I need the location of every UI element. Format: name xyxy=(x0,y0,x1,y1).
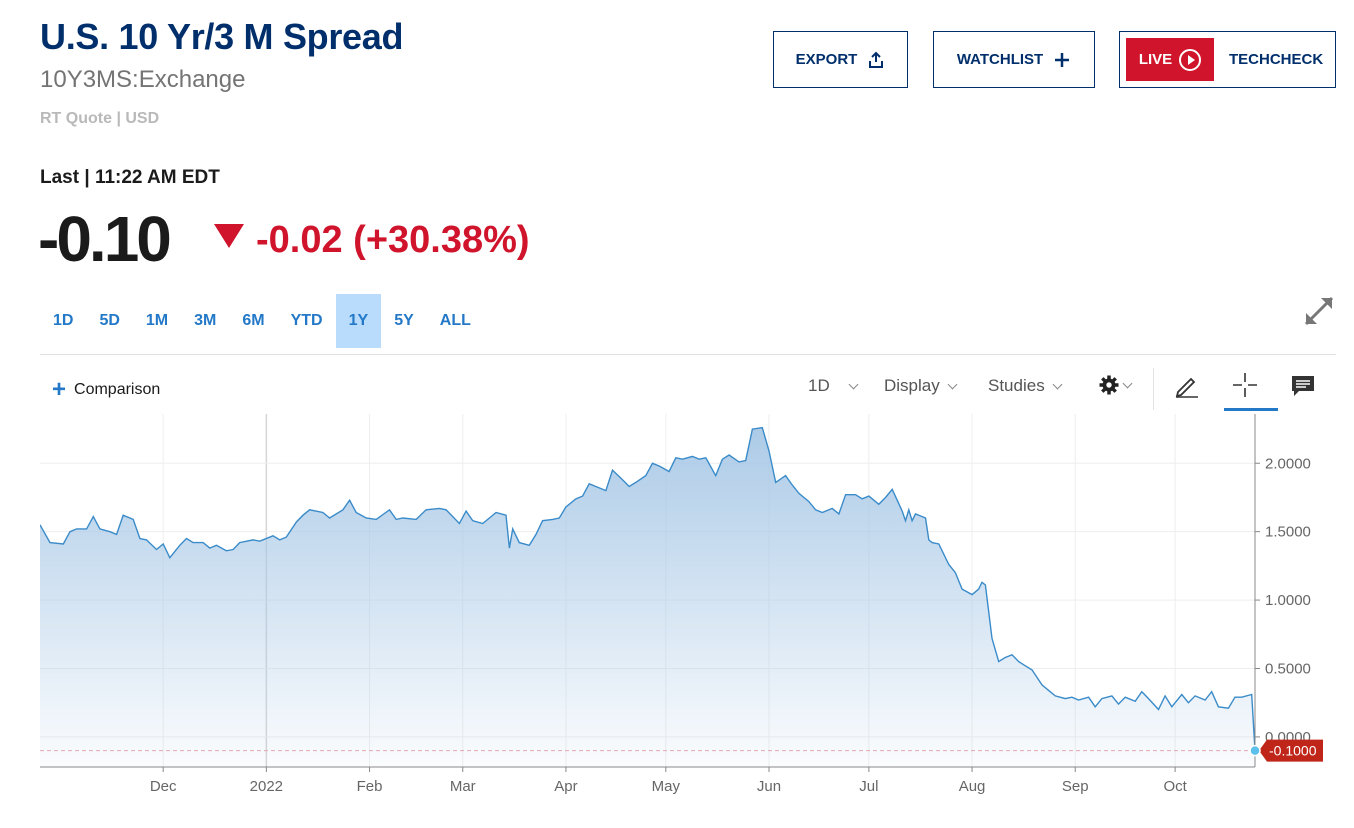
comment-icon[interactable] xyxy=(1290,372,1316,398)
x-tick-label: Mar xyxy=(450,778,476,795)
last-label: Last | 11:22 AM EDT xyxy=(40,167,220,188)
last-value-tag-bg xyxy=(1259,739,1323,762)
live-label: LIVE xyxy=(1138,51,1173,68)
studies-label: Studies xyxy=(988,376,1045,395)
page-title: U.S. 10 Yr/3 M Spread xyxy=(40,16,404,57)
range-tab-1d[interactable]: 1D xyxy=(53,312,74,329)
expand-icon[interactable] xyxy=(1302,294,1336,328)
last-value-tag: -0.1000 xyxy=(1249,739,1323,762)
x-tick-label: Oct xyxy=(1163,778,1187,795)
studies-menu[interactable]: Studies xyxy=(988,376,1063,396)
divider xyxy=(40,354,1336,355)
x-axis-ticks: Dec 2022 Feb Mar Apr May Jun Jul Aug Sep Oct xyxy=(150,767,1188,795)
range-tab-5d[interactable]: 5D xyxy=(99,312,120,329)
x-tick-label: Aug xyxy=(959,778,986,795)
y-tick-label: 0.5000 xyxy=(1265,660,1311,677)
interval-select[interactable]: 1D xyxy=(808,376,859,396)
crosshair-icon[interactable] xyxy=(1232,372,1258,398)
x-tick-label: Feb xyxy=(357,778,383,795)
plus-icon xyxy=(1055,52,1070,67)
series-line xyxy=(40,426,1256,751)
last-value-tag-text: -0.1000 xyxy=(1269,743,1317,759)
toolbar-separator xyxy=(1153,368,1154,410)
active-tool-indicator xyxy=(1224,408,1278,411)
plus-icon: + xyxy=(52,376,67,403)
series-area xyxy=(40,427,1255,767)
chevron-down-icon xyxy=(1052,379,1063,390)
range-tab-5y[interactable]: 5Y xyxy=(394,312,414,329)
x-tick-label: May xyxy=(652,778,681,795)
settings-menu[interactable] xyxy=(1098,374,1133,396)
x-tick-label: Jun xyxy=(757,778,781,795)
pencil-icon[interactable] xyxy=(1174,372,1200,398)
chevron-down-icon xyxy=(848,379,859,390)
watchlist-label: WATCHLIST xyxy=(956,51,1044,68)
quote-meta: RT Quote | USD xyxy=(40,110,160,127)
chevron-down-icon xyxy=(1122,378,1133,389)
x-tick-label: Apr xyxy=(554,778,577,795)
last-value: -0.10 xyxy=(38,203,172,275)
chevron-down-icon xyxy=(947,379,958,390)
comparison-button[interactable]: + Comparison xyxy=(52,376,161,403)
down-arrow-icon xyxy=(214,224,244,248)
y-tick-label: 1.0000 xyxy=(1265,592,1311,609)
display-menu[interactable]: Display xyxy=(884,376,958,396)
symbol-label: 10Y3MS:Exchange xyxy=(40,66,246,93)
range-tab-1y[interactable]: 1Y xyxy=(335,294,382,348)
x-tick-label: Jul xyxy=(859,778,878,795)
y-tick-label: 1.5000 xyxy=(1265,524,1311,541)
live-techcheck-button[interactable]: LIVE TECHCHECK xyxy=(1119,31,1336,88)
x-tick-label: 2022 xyxy=(250,778,283,795)
comparison-label: Comparison xyxy=(74,381,161,398)
range-tabs: 1D 5D 1M 3M 6M YTD 1Y 5Y ALL xyxy=(40,294,484,348)
y-tick-label: 2.0000 xyxy=(1265,455,1311,472)
spread-chart[interactable]: Dec 2022 Feb Mar Apr May Jun Jul Aug Sep Oct 2.000… xyxy=(40,414,1336,814)
range-tab-ytd[interactable]: YTD xyxy=(290,312,323,329)
play-circle-icon xyxy=(1179,48,1202,71)
range-tab-3m[interactable]: 3M xyxy=(194,312,217,329)
change-text: -0.02 (+30.38%) xyxy=(256,219,530,261)
gear-icon xyxy=(1099,375,1119,395)
export-label: EXPORT xyxy=(795,51,858,68)
live-badge: LIVE xyxy=(1126,38,1214,81)
x-tick-label: Sep xyxy=(1062,778,1089,795)
last-value-dot xyxy=(1249,744,1261,757)
watchlist-button[interactable]: WATCHLIST xyxy=(933,31,1095,88)
interval-label: 1D xyxy=(808,376,830,395)
range-tab-1m[interactable]: 1M xyxy=(145,312,169,329)
display-label: Display xyxy=(884,376,940,395)
range-tab-6m[interactable]: 6M xyxy=(242,312,265,329)
share-upload-icon xyxy=(869,51,884,68)
x-tick-label: Dec xyxy=(150,778,177,795)
techcheck-label: TECHCHECK xyxy=(1229,51,1324,68)
range-tab-all[interactable]: ALL xyxy=(439,312,471,329)
export-button[interactable]: EXPORT xyxy=(773,31,908,88)
